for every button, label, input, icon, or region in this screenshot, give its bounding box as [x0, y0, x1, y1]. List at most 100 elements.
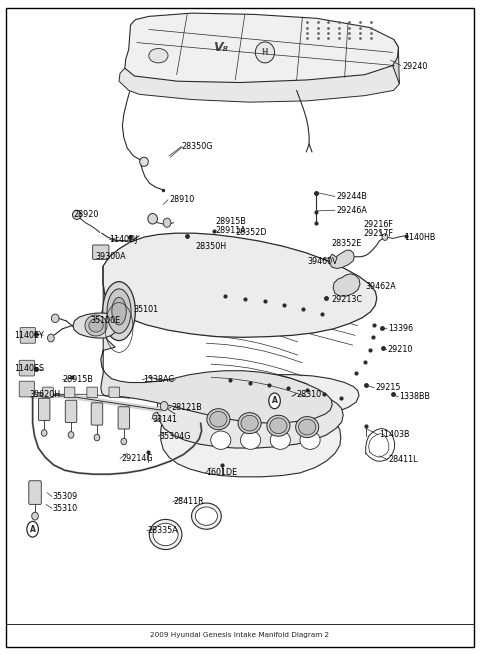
- Ellipse shape: [269, 393, 280, 409]
- Ellipse shape: [149, 48, 168, 63]
- Text: 35310: 35310: [53, 504, 78, 513]
- Ellipse shape: [68, 432, 74, 438]
- FancyBboxPatch shape: [64, 387, 75, 398]
- Text: 28352E: 28352E: [331, 239, 361, 248]
- Ellipse shape: [107, 289, 131, 333]
- Ellipse shape: [195, 507, 217, 525]
- Ellipse shape: [299, 419, 316, 435]
- Text: 29216F: 29216F: [364, 219, 394, 229]
- Text: 1140DJ: 1140DJ: [109, 235, 138, 244]
- Ellipse shape: [238, 413, 261, 434]
- Ellipse shape: [163, 218, 171, 227]
- Polygon shape: [119, 66, 399, 102]
- Polygon shape: [157, 386, 343, 448]
- Text: 29246A: 29246A: [336, 206, 367, 215]
- Text: 29244B: 29244B: [336, 192, 367, 201]
- Polygon shape: [158, 375, 359, 421]
- FancyBboxPatch shape: [91, 403, 103, 425]
- FancyBboxPatch shape: [65, 400, 77, 422]
- FancyBboxPatch shape: [20, 328, 36, 343]
- Ellipse shape: [72, 210, 81, 219]
- Ellipse shape: [160, 402, 168, 411]
- Ellipse shape: [148, 214, 157, 224]
- Text: 28350H: 28350H: [196, 242, 227, 251]
- Ellipse shape: [153, 523, 178, 546]
- Ellipse shape: [153, 413, 159, 421]
- Polygon shape: [333, 274, 360, 296]
- Text: 33141: 33141: [153, 415, 178, 424]
- Text: 28915B: 28915B: [215, 217, 246, 226]
- Ellipse shape: [85, 315, 107, 336]
- Ellipse shape: [140, 157, 148, 166]
- Text: 28910: 28910: [169, 195, 194, 204]
- Ellipse shape: [255, 42, 275, 63]
- Text: 35100E: 35100E: [90, 316, 120, 326]
- Text: 1601DE: 1601DE: [206, 468, 238, 477]
- Ellipse shape: [48, 334, 54, 342]
- Ellipse shape: [51, 314, 59, 322]
- Ellipse shape: [382, 234, 388, 240]
- Text: 13396: 13396: [388, 324, 413, 333]
- Text: 1338BB: 1338BB: [399, 392, 431, 402]
- Text: 39300A: 39300A: [95, 252, 126, 261]
- Text: 39620H: 39620H: [30, 390, 61, 399]
- Ellipse shape: [300, 431, 320, 449]
- Polygon shape: [125, 13, 398, 83]
- Text: 28350G: 28350G: [181, 142, 213, 151]
- FancyBboxPatch shape: [43, 387, 53, 398]
- Text: 29213C: 29213C: [331, 295, 362, 305]
- Text: A: A: [272, 396, 277, 405]
- Text: 39462A: 39462A: [366, 282, 396, 291]
- Text: 29215: 29215: [375, 383, 401, 392]
- Ellipse shape: [207, 409, 230, 430]
- Ellipse shape: [211, 431, 231, 449]
- Text: 29240: 29240: [402, 62, 428, 71]
- Text: 29214G: 29214G: [121, 454, 153, 463]
- Ellipse shape: [41, 430, 47, 436]
- FancyBboxPatch shape: [87, 387, 97, 398]
- Text: 39460V: 39460V: [307, 257, 338, 267]
- FancyBboxPatch shape: [118, 407, 130, 429]
- Ellipse shape: [270, 431, 290, 449]
- Text: 35101: 35101: [133, 305, 158, 314]
- Text: 1140ES: 1140ES: [14, 364, 45, 373]
- Text: 29210: 29210: [388, 345, 413, 354]
- Polygon shape: [393, 39, 399, 84]
- Ellipse shape: [296, 417, 319, 438]
- Text: 28915B: 28915B: [62, 375, 93, 384]
- Text: 11403B: 11403B: [379, 430, 410, 440]
- Text: 28352D: 28352D: [235, 228, 267, 237]
- Text: 35304G: 35304G: [159, 432, 191, 441]
- Ellipse shape: [89, 319, 103, 332]
- FancyBboxPatch shape: [19, 360, 35, 376]
- Text: 1140HB: 1140HB: [404, 233, 435, 242]
- FancyBboxPatch shape: [93, 245, 109, 259]
- Text: 28920: 28920: [73, 210, 98, 219]
- Polygon shape: [329, 250, 354, 269]
- Text: 28911A: 28911A: [215, 226, 246, 235]
- FancyBboxPatch shape: [38, 398, 50, 421]
- Text: V₈: V₈: [213, 41, 228, 54]
- Ellipse shape: [112, 297, 126, 325]
- Text: 1338AC: 1338AC: [143, 375, 174, 384]
- Polygon shape: [73, 313, 119, 338]
- Ellipse shape: [103, 282, 135, 341]
- Text: 29217F: 29217F: [364, 229, 394, 238]
- Text: 28411R: 28411R: [174, 497, 204, 506]
- Text: 28335A: 28335A: [148, 526, 179, 535]
- Text: A: A: [30, 525, 36, 534]
- Text: 28411L: 28411L: [389, 455, 418, 464]
- Polygon shape: [161, 405, 341, 477]
- Text: 35309: 35309: [53, 492, 78, 501]
- Ellipse shape: [121, 438, 127, 445]
- Ellipse shape: [241, 415, 258, 431]
- Polygon shape: [103, 233, 377, 337]
- Ellipse shape: [210, 411, 227, 427]
- Text: H: H: [262, 48, 268, 57]
- Text: 28310: 28310: [297, 390, 322, 399]
- Ellipse shape: [240, 431, 261, 449]
- Polygon shape: [101, 266, 332, 423]
- Ellipse shape: [27, 521, 38, 537]
- Ellipse shape: [192, 503, 221, 529]
- Text: 2009 Hyundai Genesis Intake Manifold Diagram 2: 2009 Hyundai Genesis Intake Manifold Dia…: [150, 632, 330, 639]
